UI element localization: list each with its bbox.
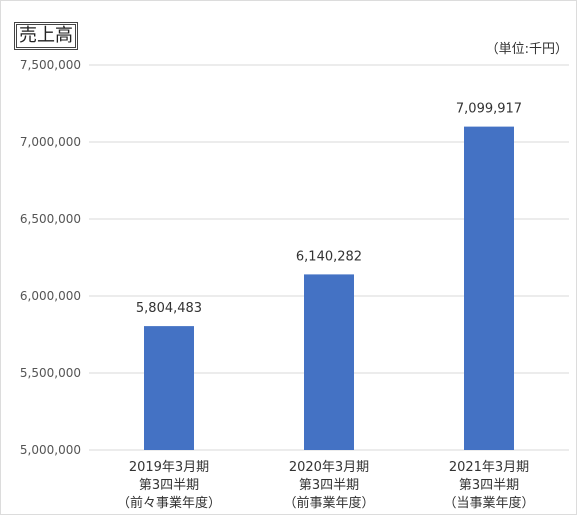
x-tick-label: （当事業年度）	[443, 495, 534, 511]
data-label: 7,099,917	[456, 102, 522, 117]
unit-label: （単位:千円）	[485, 42, 568, 57]
bar	[304, 274, 354, 450]
y-tick-label: 6,500,000	[20, 212, 81, 226]
x-tick-label: （前々事業年度）	[117, 495, 221, 511]
y-tick-label: 5,000,000	[20, 443, 81, 457]
x-tick-label: 2019年3月期	[129, 460, 209, 475]
bar	[144, 326, 194, 450]
x-tick-label: 2020年3月期	[289, 460, 369, 475]
x-tick-label: 第3四半期	[459, 478, 519, 493]
data-label: 5,804,483	[136, 301, 202, 316]
x-tick-label: 第3四半期	[139, 478, 199, 493]
x-tick-label: 2021年3月期	[449, 460, 529, 475]
chart-title: 売上高	[14, 22, 78, 50]
y-tick-label: 6,000,000	[20, 289, 81, 303]
y-tick-label: 5,500,000	[20, 366, 81, 380]
y-tick-label: 7,000,000	[20, 135, 81, 149]
x-tick-label: （前事業年度）	[283, 495, 374, 511]
bar	[464, 126, 514, 450]
x-tick-label: 第3四半期	[299, 478, 359, 493]
data-label: 6,140,282	[296, 249, 362, 264]
y-tick-label: 7,500,000	[20, 58, 81, 72]
